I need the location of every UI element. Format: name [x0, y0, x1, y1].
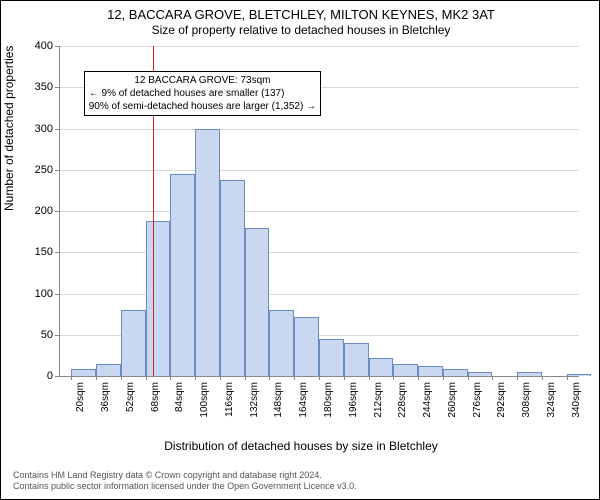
y-tick-label: 50 — [13, 329, 53, 341]
grid-line — [59, 46, 579, 47]
y-tick-label: 250 — [13, 164, 53, 176]
histogram-bar — [220, 180, 245, 376]
histogram-bar — [121, 310, 146, 376]
x-tick-label: 292sqm — [496, 382, 507, 442]
histogram-bar — [344, 343, 369, 376]
histogram-bar — [319, 339, 344, 376]
x-tick-label: 20sqm — [75, 382, 86, 442]
x-tick-label: 68sqm — [150, 382, 161, 442]
y-tick-label: 0 — [13, 370, 53, 382]
x-tick-label: 36sqm — [100, 382, 111, 442]
x-tick-label: 212sqm — [373, 382, 384, 442]
y-tick-label: 400 — [13, 40, 53, 52]
grid-line — [59, 129, 579, 130]
x-tick-label: 340sqm — [571, 382, 582, 442]
x-tick-label: 164sqm — [298, 382, 309, 442]
x-tick-label: 132sqm — [249, 382, 260, 442]
histogram-bar — [443, 369, 468, 376]
grid-line — [59, 252, 579, 253]
x-tick-label: 308sqm — [521, 382, 532, 442]
annotation-line3: 90% of semi-detached houses are larger (… — [89, 100, 316, 113]
x-tick-label: 52sqm — [125, 382, 136, 442]
x-tick-label: 324sqm — [546, 382, 557, 442]
grid-line — [59, 211, 579, 212]
x-tick-label: 228sqm — [397, 382, 408, 442]
histogram-bar — [468, 372, 493, 376]
histogram-bar — [146, 221, 171, 376]
histogram-bar — [418, 366, 443, 376]
annotation-line1: 12 BACCARA GROVE: 73sqm — [89, 74, 316, 87]
histogram-bar — [170, 174, 195, 376]
x-tick-label: 180sqm — [323, 382, 334, 442]
chart-title-line2: Size of property relative to detached ho… — [1, 23, 600, 37]
x-tick-label: 148sqm — [273, 382, 284, 442]
x-tick-label: 196sqm — [348, 382, 359, 442]
footer-line2: Contains public sector information licen… — [13, 481, 357, 493]
histogram-bar — [195, 129, 220, 377]
x-axis-title: Distribution of detached houses by size … — [1, 439, 600, 453]
x-tick-label: 276sqm — [472, 382, 483, 442]
x-tick-label: 84sqm — [174, 382, 185, 442]
y-tick-label: 300 — [13, 123, 53, 135]
chart-title-line1: 12, BACCARA GROVE, BLETCHLEY, MILTON KEY… — [1, 7, 600, 22]
histogram-bar — [96, 364, 121, 376]
x-tick-label: 100sqm — [199, 382, 210, 442]
histogram-bar — [71, 369, 96, 376]
y-tick-label: 150 — [13, 246, 53, 258]
y-tick-label: 100 — [13, 288, 53, 300]
histogram-bar — [369, 358, 394, 376]
footer-line1: Contains HM Land Registry data © Crown c… — [13, 470, 357, 482]
plot-area: 12 BACCARA GROVE: 73sqm← 9% of detached … — [59, 46, 579, 376]
y-tick-label: 200 — [13, 205, 53, 217]
x-tick-label: 116sqm — [224, 382, 235, 442]
histogram-bar — [517, 372, 542, 376]
y-tick-label: 350 — [13, 81, 53, 93]
annotation-line2: ← 9% of detached houses are smaller (137… — [89, 87, 316, 100]
histogram-bar — [269, 310, 294, 376]
grid-line — [59, 170, 579, 171]
chart-container: 12, BACCARA GROVE, BLETCHLEY, MILTON KEY… — [0, 0, 600, 500]
grid-line — [59, 294, 579, 295]
histogram-bar — [294, 317, 319, 376]
annotation-box: 12 BACCARA GROVE: 73sqm← 9% of detached … — [84, 71, 321, 116]
histogram-bar — [567, 374, 592, 376]
footer-attribution: Contains HM Land Registry data © Crown c… — [13, 470, 357, 493]
x-tick-label: 260sqm — [447, 382, 458, 442]
histogram-bar — [245, 228, 270, 377]
histogram-bar — [393, 364, 418, 376]
x-tick-label: 244sqm — [422, 382, 433, 442]
